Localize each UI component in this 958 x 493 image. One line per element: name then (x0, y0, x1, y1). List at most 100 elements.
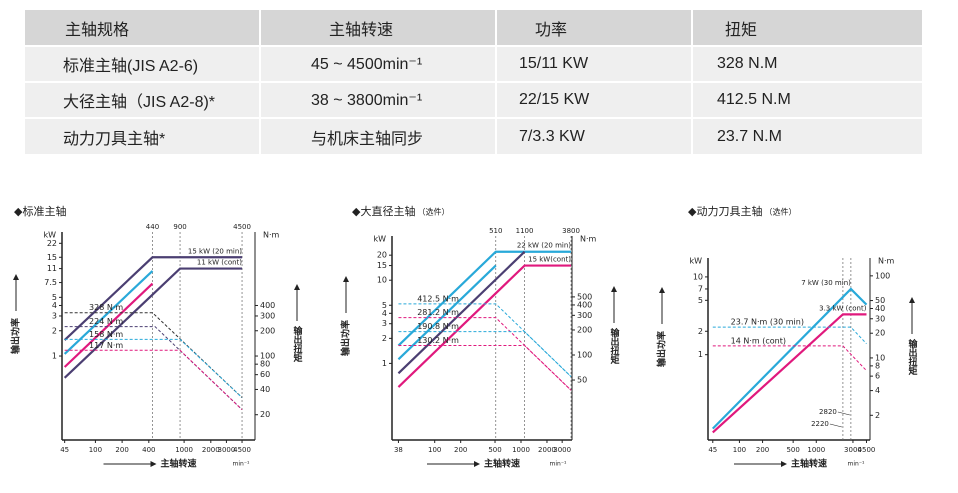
y-tick-label: 2 (382, 334, 387, 343)
y-arrow-head (343, 276, 349, 282)
power-line (397, 264, 572, 388)
x-arrow-head (781, 461, 787, 467)
x-tick-label: 200 (756, 446, 769, 454)
y2-axis-label: 输出扭矩 (292, 325, 304, 363)
x-tick-label: 2000 (202, 446, 220, 454)
x-tick-label: 38 (394, 446, 403, 454)
cell: 15/11 KW (497, 47, 691, 81)
power-line (397, 250, 526, 375)
y2-tick-label: 40 (875, 304, 885, 313)
spec-table: 主轴规格 主轴转速 功率 扭矩 标准主轴(JIS A2-6) 45 ~ 4500… (25, 10, 922, 154)
x-tick-label: 400 (142, 446, 155, 454)
y2-tick-label: 300 (577, 311, 592, 320)
torque-label: 117 N·m (89, 341, 123, 350)
x-tick-label: 1000 (807, 446, 825, 454)
x-tick-label: 3000 (553, 446, 571, 454)
marked-x-label: 2220 (811, 420, 829, 428)
y2-tick-label: 40 (260, 385, 270, 394)
y-unit: kW (689, 257, 702, 266)
x-tick-label: 1000 (512, 446, 530, 454)
cell: 23.7 N.M (693, 119, 922, 154)
y2-tick-label: 80 (260, 360, 270, 369)
torque-line (64, 338, 243, 398)
y2-arrow-head (294, 284, 300, 290)
chart-title: ◆大直径主轴 (352, 204, 415, 218)
marked-x-label: 2820 (819, 408, 837, 416)
x-tick-label: 45 (60, 446, 69, 454)
y-tick-label: 5 (698, 296, 703, 305)
y2-tick-label: 400 (260, 301, 275, 310)
y2-tick-label: 100 (875, 271, 890, 280)
y2-arrow-head (909, 297, 915, 303)
y2-tick-label: 100 (577, 351, 592, 360)
y2-tick-label: 400 (577, 300, 592, 309)
x-tick-label: 4500 (858, 446, 876, 454)
x-tick-label: 4500 (233, 446, 251, 454)
chart-title: ◆标准主轴 (14, 204, 66, 218)
torque-line (712, 326, 867, 345)
top-tick-label: 4500 (233, 223, 251, 231)
x-tick-label: 2000 (538, 446, 556, 454)
y2-tick-label: 200 (577, 325, 592, 334)
cell: 22/15 KW (497, 83, 691, 117)
torque-label: 412.5 N·m (417, 294, 459, 303)
power-label: 3.3 kW (cont) (819, 304, 867, 312)
x-tick-label: 100 (733, 446, 746, 454)
y-axis-label: 输出功率 (656, 331, 668, 367)
y-tick-label: 5 (382, 301, 387, 310)
y2-tick-label: 4 (875, 386, 880, 395)
chart-title: ◆动力刀具主轴 (688, 204, 762, 218)
y2-axis-label: 输出扭矩 (609, 327, 621, 365)
torque-line (398, 344, 572, 391)
y2-tick-label: 60 (260, 370, 270, 379)
y2-tick-label: 100 (260, 352, 275, 361)
torque-line (398, 331, 572, 377)
marked-x-pointer (837, 411, 850, 416)
x-arrow-head (150, 461, 157, 467)
top-tick-label: 440 (146, 223, 159, 231)
x-axis-label: 主轴转速 (161, 458, 197, 470)
y2-tick-label: 300 (260, 311, 275, 320)
torque-label: 14 N·m (cont) (731, 336, 786, 345)
power-line (63, 282, 154, 368)
chart-note: （选件） (764, 207, 796, 217)
y-tick-label: 10 (693, 272, 703, 281)
top-tick-label: 900 (173, 223, 186, 231)
y-tick-label: 15 (47, 253, 57, 262)
y2-tick-label: 200 (260, 326, 275, 335)
x-axis-label: 主轴转速 (791, 458, 827, 470)
torque-label: 23.7 N·m (30 min) (731, 318, 804, 327)
header-cell: 功率 (497, 10, 691, 45)
x-tick-label: 45 (708, 446, 717, 454)
torque-label: 328 N·m (89, 303, 123, 312)
power-line (712, 313, 867, 434)
power-line (63, 267, 243, 379)
cell: 38 ~ 3800min⁻¹ (261, 83, 495, 117)
cell: 大径主轴（JIS A2-8)* (25, 83, 259, 117)
torque-line (64, 312, 243, 398)
y2-unit: N·m (263, 231, 280, 240)
top-tick-label: 1100 (516, 227, 534, 235)
y-tick-label: 11 (47, 264, 57, 273)
y-tick-label: 2 (52, 326, 57, 335)
y-tick-label: 5 (52, 293, 57, 302)
y2-tick-label: 2 (875, 411, 880, 420)
x-unit: min⁻¹ (233, 461, 250, 468)
x-unit: min⁻¹ (848, 461, 865, 468)
x-tick-label: 200 (115, 446, 128, 454)
y2-tick-label: 8 (875, 361, 880, 370)
y-tick-label: 1 (698, 350, 703, 359)
marked-x-pointer (829, 423, 842, 428)
y-tick-label: 22 (47, 239, 57, 248)
y-tick-label: 4 (52, 301, 57, 310)
x-tick-label: 100 (89, 446, 102, 454)
y-tick-label: 4 (382, 309, 387, 318)
y2-tick-label: 50 (577, 376, 587, 385)
power-label: 22 kW (20 min) (517, 242, 571, 250)
y2-tick-label: 500 (577, 292, 592, 301)
cell: 与机床主轴同步 (261, 119, 495, 154)
power-label: 15 kW(cont) (528, 256, 571, 264)
y2-tick-label: 10 (875, 353, 885, 362)
